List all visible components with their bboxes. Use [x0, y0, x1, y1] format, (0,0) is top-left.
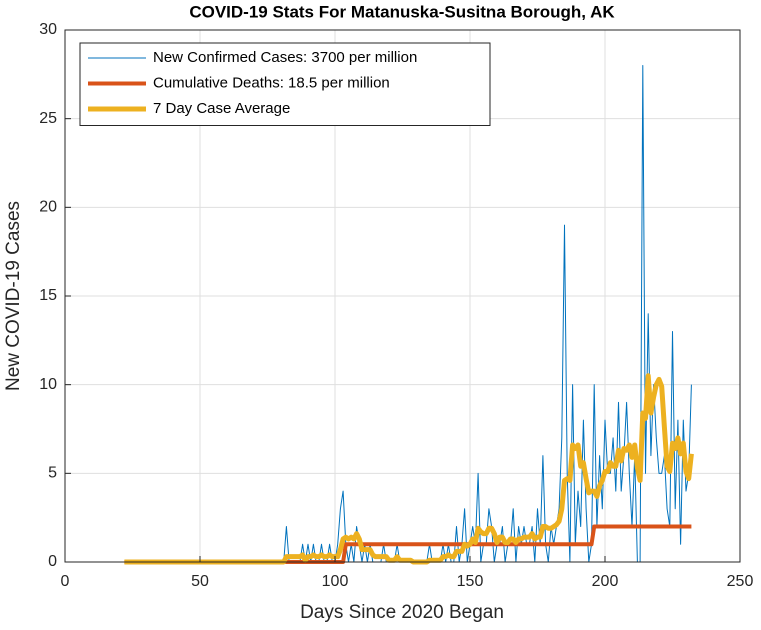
x-tick-label: 0	[61, 573, 70, 590]
y-tick-label: 0	[48, 553, 57, 570]
y-tick-label: 30	[39, 21, 57, 38]
y-tick-label: 10	[39, 376, 57, 393]
legend: New Confirmed Cases: 3700 per million Cum…	[79, 42, 491, 126]
x-tick-label: 200	[592, 573, 619, 590]
ticks: 0 50 100 150 200 250 0 5 10 15 20 25 30	[39, 21, 753, 590]
x-tick-label: 250	[727, 573, 754, 590]
y-tick-label: 15	[39, 287, 57, 304]
legend-label: Cumulative Deaths: 18.5 per million	[153, 74, 390, 91]
x-tick-label: 50	[191, 573, 209, 590]
x-tick-label: 150	[457, 573, 484, 590]
legend-label: 7 Day Case Average	[153, 100, 290, 117]
x-tick-label: 100	[322, 573, 349, 590]
x-axis-label: Days Since 2020 Began	[300, 602, 504, 623]
y-axis-label: New COVID-19 Cases	[3, 201, 24, 391]
y-tick-label: 5	[48, 465, 57, 482]
y-tick-label: 25	[39, 110, 57, 127]
legend-label: New Confirmed Cases: 3700 per million	[153, 49, 417, 66]
legend-box	[79, 42, 491, 126]
chart-title: COVID-19 Stats For Matanuska-Susitna Bor…	[189, 2, 615, 21]
y-tick-label: 20	[39, 199, 57, 216]
